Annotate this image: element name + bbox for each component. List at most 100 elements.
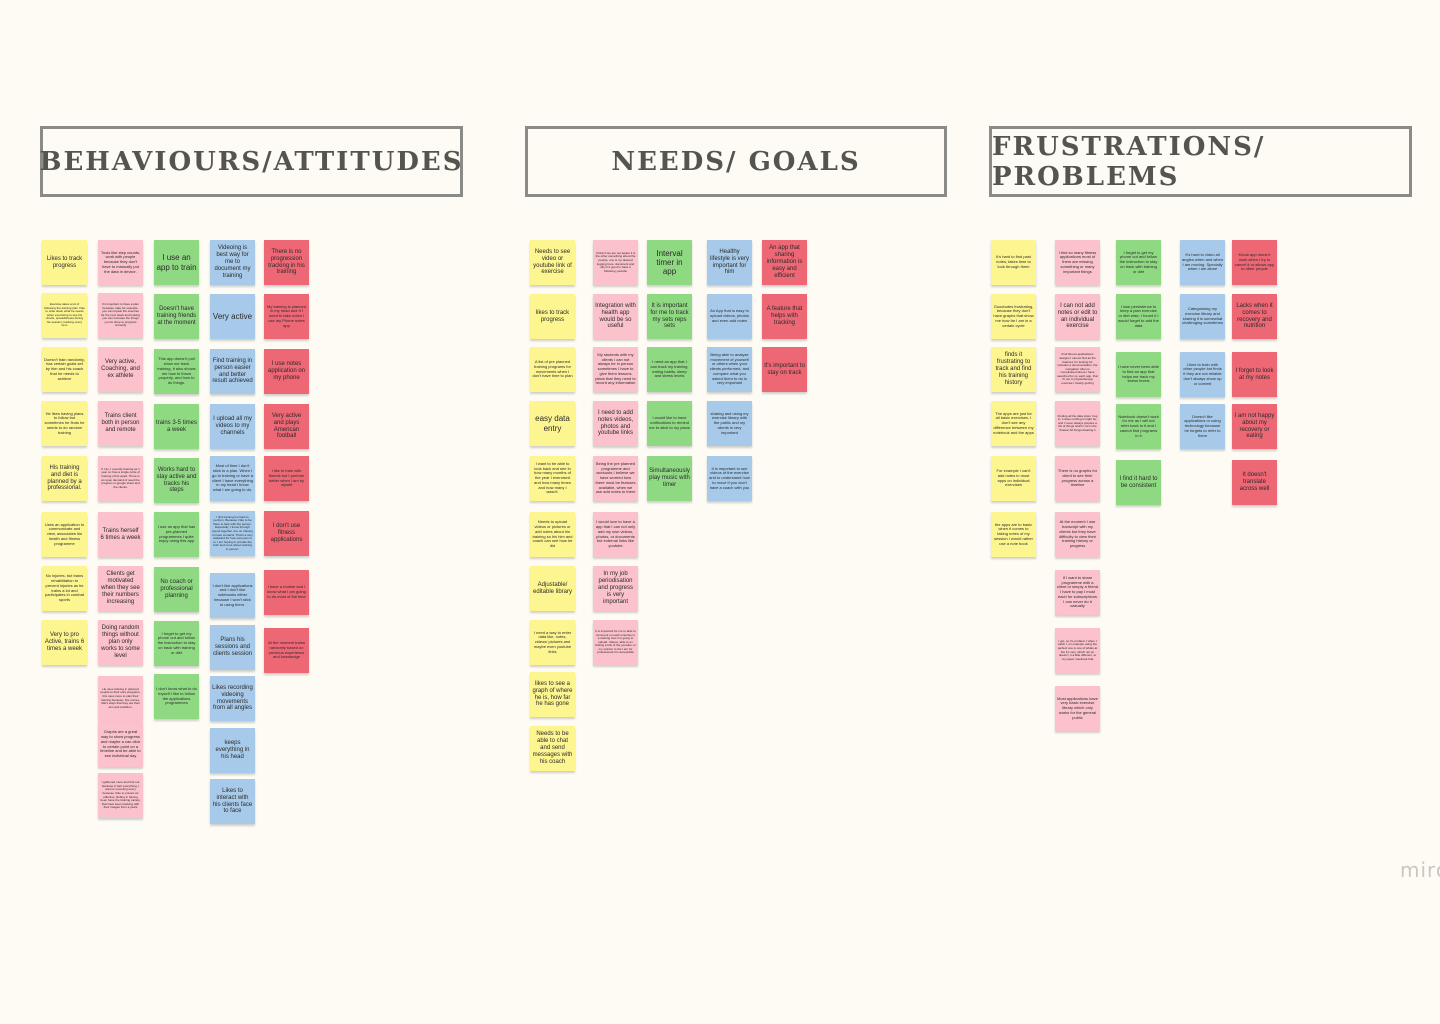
sticky-note-behaviours-pink[interactable]: Very active, Coaching, and ex athlete bbox=[98, 347, 143, 392]
sticky-note-needs-yellow[interactable]: Needs to be able to chat and send messag… bbox=[530, 726, 575, 771]
sticky-note-behaviours-blue[interactable]: Most of time I don't stick to a plan. Wh… bbox=[210, 456, 255, 501]
sticky-note-needs-red[interactable]: It's important to stay on track bbox=[762, 347, 807, 392]
sticky-note-needs-green[interactable]: Interval timer in app bbox=[647, 240, 692, 285]
sticky-note-needs-blue[interactable]: Being able to analyse movement of yourse… bbox=[707, 347, 752, 392]
sticky-note-behaviours-blue[interactable]: I upload all my videos to my channels bbox=[210, 404, 255, 449]
sticky-note-behaviours-blue[interactable]: Videoing is best way for me to document … bbox=[210, 240, 255, 285]
sticky-note-behaviours-blue[interactable]: Likes recording videoing movements from … bbox=[210, 676, 255, 721]
sticky-note-frustrations-blue[interactable]: Categorising my exercise library and sha… bbox=[1180, 294, 1225, 339]
sticky-note-behaviours-red[interactable]: Very active and plays American football bbox=[264, 404, 309, 449]
sticky-note-frustrations-blue[interactable]: It's hard to video all angles when and w… bbox=[1180, 240, 1225, 285]
sticky-note-behaviours-yellow[interactable]: Likes to track progress bbox=[42, 240, 87, 285]
sticky-note-frustrations-red[interactable]: Lacks when it comes to recovery and nutr… bbox=[1232, 294, 1277, 339]
sticky-note-frustrations-pink[interactable]: I get, so it's problem I when I catch I,… bbox=[1055, 628, 1100, 673]
sticky-note-frustrations-green[interactable]: I have never been able to find an app th… bbox=[1116, 352, 1161, 397]
sticky-note-behaviours-pink[interactable]: It's important to have a plan because, t… bbox=[98, 293, 143, 338]
sticky-note-needs-yellow[interactable]: I want to be able to look back and see i… bbox=[530, 456, 575, 501]
sticky-note-needs-red[interactable]: An app that sharing information is easy … bbox=[762, 240, 807, 285]
sticky-note-frustrations-pink[interactable]: If I want to share programme with a clie… bbox=[1055, 570, 1100, 615]
sticky-note-behaviours-yellow[interactable]: No injuries, but trains rehabilitation t… bbox=[42, 566, 87, 611]
sticky-note-frustrations-yellow[interactable]: Goodnotes frustrating, because they don'… bbox=[991, 294, 1036, 339]
sticky-note-behaviours-green[interactable]: I use an app that has pre-planned progra… bbox=[154, 512, 199, 557]
sticky-note-needs-pink[interactable]: It is important for me to able to commen… bbox=[593, 620, 638, 665]
sticky-note-behaviours-green[interactable]: I don't know what to do myself I like to… bbox=[154, 674, 199, 719]
sticky-note-frustrations-pink[interactable]: I can not add notes or edit to an indivi… bbox=[1055, 294, 1100, 339]
sticky-note-behaviours-yellow[interactable]: He likes having plans to follow but some… bbox=[42, 401, 87, 446]
sticky-note-needs-pink[interactable]: I need to add notes videos, photos and y… bbox=[593, 401, 638, 446]
sticky-note-frustrations-pink[interactable]: Finding all the data when I log in, it d… bbox=[1055, 401, 1100, 446]
sticky-note-frustrations-blue[interactable]: Doesn't like applications or using techn… bbox=[1180, 404, 1225, 449]
sticky-note-needs-green[interactable]: It is important for me to track my sets … bbox=[647, 294, 692, 339]
sticky-note-needs-green[interactable]: I would like to have notifications to re… bbox=[647, 401, 692, 446]
sticky-note-behaviours-green[interactable]: I forget to get my phone out and follow … bbox=[154, 621, 199, 666]
sticky-note-behaviours-blue[interactable]: Likes to interact with his clients face … bbox=[210, 779, 255, 824]
sticky-note-needs-yellow[interactable]: I need a way to enter data like, notes, … bbox=[530, 620, 575, 665]
sticky-note-needs-blue[interactable]: An App that is easy to upload videos, ph… bbox=[707, 294, 752, 339]
sticky-note-behaviours-green[interactable]: I use an app to train bbox=[154, 240, 199, 285]
sticky-note-behaviours-pink[interactable]: Tools like step counts, work with people… bbox=[98, 240, 143, 285]
sticky-note-behaviours-yellow[interactable]: Doesn't train randomly, has certain goal… bbox=[42, 347, 87, 392]
sticky-note-frustrations-red[interactable]: Kinda app doesn't work when I try to can… bbox=[1232, 240, 1277, 285]
sticky-note-needs-pink[interactable]: In my job periodisation and progress is … bbox=[593, 566, 638, 611]
sticky-note-frustrations-pink[interactable]: At the moment I use transcript with my c… bbox=[1055, 512, 1100, 557]
sticky-note-behaviours-red[interactable]: I use notes application on my phone bbox=[264, 349, 309, 394]
sticky-note-behaviours-red[interactable]: My training is planned in my head and If… bbox=[264, 294, 309, 339]
sticky-note-needs-blue[interactable]: Healthy lifestyle is very important for … bbox=[707, 240, 752, 285]
sticky-note-behaviours-pink[interactable]: Graphs are a great way to show progress … bbox=[98, 722, 143, 767]
sticky-note-behaviours-green[interactable]: Doesn't have training friends at the mom… bbox=[154, 294, 199, 339]
sticky-note-behaviours-pink[interactable]: Trains herself 6 times a week bbox=[98, 512, 143, 557]
sticky-note-needs-green[interactable]: I need an app that I can track my traini… bbox=[647, 347, 692, 392]
sticky-note-behaviours-pink[interactable]: Clients get motivated when they see thei… bbox=[98, 566, 143, 611]
sticky-note-behaviours-blue[interactable]: Very active bbox=[210, 294, 255, 339]
sticky-note-frustrations-pink[interactable]: Most applications have very basic exerci… bbox=[1055, 686, 1100, 731]
sticky-note-behaviours-blue[interactable]: I don't like applications and I don't li… bbox=[210, 573, 255, 618]
sticky-note-needs-yellow[interactable]: Adjustable/ editable library bbox=[530, 566, 575, 611]
sticky-note-frustrations-yellow[interactable]: It's hard to find past notes, takes time… bbox=[991, 240, 1036, 285]
sticky-note-frustrations-red[interactable]: I am not happy about my recovery or eati… bbox=[1232, 404, 1277, 449]
sticky-note-needs-blue[interactable]: sharing and using my exercise library wi… bbox=[707, 401, 752, 446]
sticky-note-behaviours-yellow[interactable]: His training and diet is planned by a pr… bbox=[42, 456, 87, 501]
sticky-note-needs-yellow[interactable]: A list of pre planned training programs … bbox=[530, 347, 575, 392]
sticky-note-needs-yellow[interactable]: Needs to see video or youtube link of ex… bbox=[530, 240, 575, 285]
sticky-note-frustrations-yellow[interactable]: The apps are just for all basic exercise… bbox=[991, 401, 1036, 446]
sticky-note-behaviours-red[interactable]: At the moment trains randomly based on p… bbox=[264, 628, 309, 673]
sticky-note-frustrations-green[interactable]: I forget to get my phone out and follow … bbox=[1116, 240, 1161, 285]
sticky-note-behaviours-green[interactable]: Works hard to stay active and tracks his… bbox=[154, 458, 199, 503]
sticky-note-behaviours-pink[interactable]: Trains client both in person and remote bbox=[98, 401, 143, 446]
sticky-note-frustrations-pink[interactable]: Find fitness applications designs I cann… bbox=[1055, 347, 1100, 392]
sticky-note-frustrations-red[interactable]: I forget to look at my notes bbox=[1232, 352, 1277, 397]
sticky-note-needs-pink[interactable]: I would love to have a app that I can no… bbox=[593, 512, 638, 557]
sticky-note-behaviours-red[interactable]: I like to train with friends but I perfo… bbox=[264, 456, 309, 501]
sticky-note-needs-red[interactable]: A feature that helps with tracking bbox=[762, 294, 807, 339]
sticky-note-needs-pink[interactable]: My students with my clients I can not al… bbox=[593, 347, 638, 392]
sticky-note-behaviours-blue[interactable]: keeps everything in his head bbox=[210, 728, 255, 773]
sticky-note-behaviours-pink[interactable]: I gathered more and find out because in … bbox=[98, 773, 143, 818]
sticky-note-frustrations-pink[interactable]: I find so many fitness applications most… bbox=[1055, 240, 1100, 285]
sticky-note-behaviours-yellow[interactable]: Uses an application to communicate and v… bbox=[42, 512, 87, 557]
sticky-note-frustrations-yellow[interactable]: finds it frustrating to track and find h… bbox=[991, 347, 1036, 392]
sticky-note-frustrations-pink[interactable]: There is no graphs for client to see the… bbox=[1055, 456, 1100, 501]
sticky-note-frustrations-green[interactable]: I find it hard to be consistent bbox=[1116, 460, 1161, 505]
sticky-note-needs-pink[interactable]: Integration with health app would be so … bbox=[593, 294, 638, 339]
sticky-note-needs-pink[interactable]: I think if we are not aware it is the ot… bbox=[593, 240, 638, 285]
sticky-note-behaviours-green[interactable]: trains 3-5 times a week bbox=[154, 404, 199, 449]
sticky-note-behaviours-red[interactable]: I have a routine and I know what I am go… bbox=[264, 570, 309, 615]
sticky-note-behaviours-pink[interactable]: If I do, I recently training as 1 year o… bbox=[98, 456, 143, 501]
sticky-note-frustrations-red[interactable]: It doesn't translate across well bbox=[1232, 460, 1277, 505]
sticky-note-behaviours-blue[interactable]: Plans his sessions and clients session bbox=[210, 625, 255, 670]
sticky-note-behaviours-blue[interactable]: Find training in person easier and bette… bbox=[210, 349, 255, 394]
sticky-note-behaviours-pink[interactable]: He uses training in planned people to th… bbox=[98, 676, 143, 721]
sticky-note-behaviours-yellow[interactable]: Exercise takes a lot of following the tr… bbox=[42, 293, 87, 338]
sticky-note-frustrations-green[interactable]: I lose persistence to keep a plan exerci… bbox=[1116, 294, 1161, 339]
sticky-note-frustrations-yellow[interactable]: the apps are to basic when it comes to t… bbox=[991, 512, 1036, 557]
sticky-note-behaviours-blue[interactable]: I find training too hard to perform. Bec… bbox=[210, 511, 255, 556]
sticky-note-needs-yellow[interactable]: Needs to upload videos or pictures or ad… bbox=[530, 512, 575, 557]
sticky-note-needs-green[interactable]: Simultaneously play music with timer bbox=[647, 456, 692, 501]
sticky-note-behaviours-green[interactable]: This app doesn't pull show me track trai… bbox=[154, 349, 199, 394]
sticky-note-needs-yellow[interactable]: easy data entry bbox=[530, 401, 575, 446]
sticky-note-behaviours-green[interactable]: No coach or professional planning bbox=[154, 567, 199, 612]
sticky-note-frustrations-yellow[interactable]: For example I can't add notes in most ap… bbox=[991, 456, 1036, 501]
sticky-note-needs-pink[interactable]: Being the pre planned programme and work… bbox=[593, 456, 638, 501]
sticky-note-behaviours-red[interactable]: I don't use fitness applications bbox=[264, 511, 309, 556]
sticky-note-frustrations-green[interactable]: Notebook doesn't work for me as I will n… bbox=[1116, 404, 1161, 449]
